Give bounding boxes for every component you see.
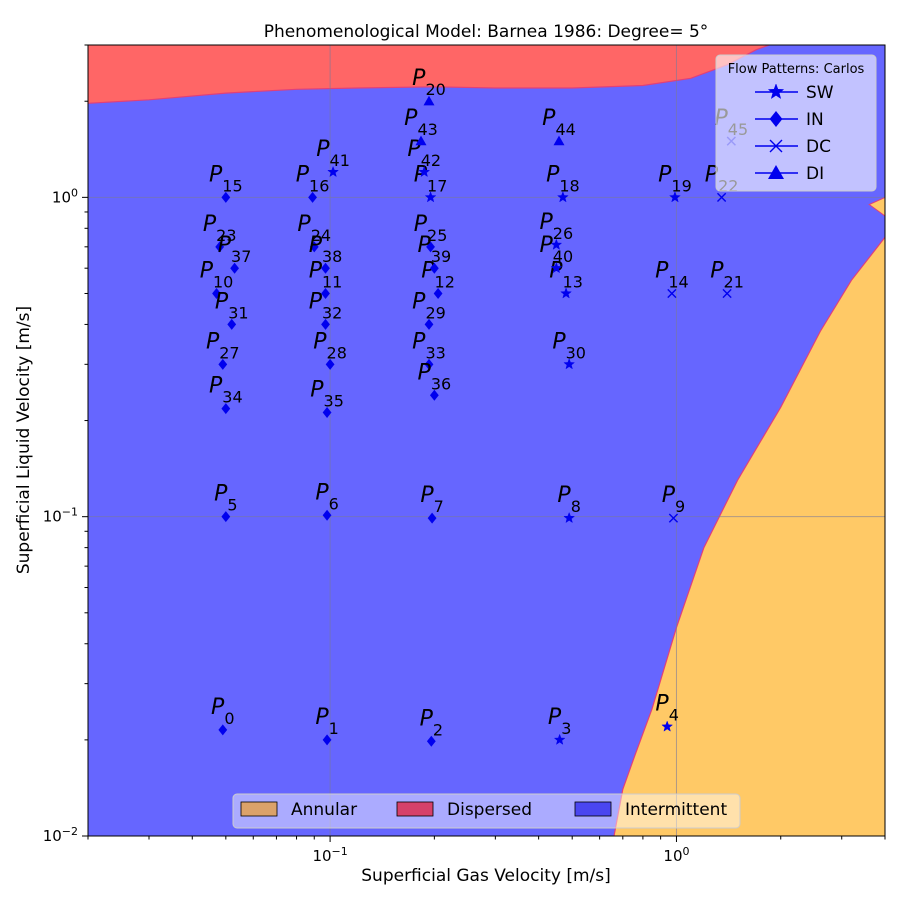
legend-swatch-annular — [241, 802, 277, 816]
legend-swatch-dispersed — [397, 802, 433, 816]
marker-legend: Flow Patterns: Carlos SW IN DC DI — [716, 55, 876, 191]
chart-title: Phenomenological Model: Barnea 1986: Deg… — [264, 22, 709, 42]
x-tick-label: 100 — [663, 845, 689, 866]
legend-label-sw: SW — [806, 83, 834, 103]
legend-region-label-intermittent: Intermittent — [625, 800, 727, 820]
legend-label-in: IN — [806, 110, 824, 130]
legend-label-di: DI — [806, 164, 824, 184]
y-tick-label: 100 — [52, 186, 78, 207]
legend-swatch-intermittent — [575, 802, 611, 816]
y-tick-label: 10−1 — [43, 505, 78, 526]
y-axis-label: Superficial Liquid Velocity [m/s] — [14, 306, 34, 574]
legend-region-label-dispersed: Dispersed — [447, 800, 532, 820]
legend-region-label-annular: Annular — [291, 800, 357, 820]
marker-legend-title: Flow Patterns: Carlos — [728, 62, 865, 77]
x-axis-label: Superficial Gas Velocity [m/s] — [361, 866, 610, 886]
x-tick-label: 10−1 — [312, 845, 347, 866]
region-legend: Annular Dispersed Intermittent — [233, 794, 740, 828]
y-tick-label: 10−2 — [43, 825, 78, 846]
legend-label-dc: DC — [806, 137, 831, 157]
